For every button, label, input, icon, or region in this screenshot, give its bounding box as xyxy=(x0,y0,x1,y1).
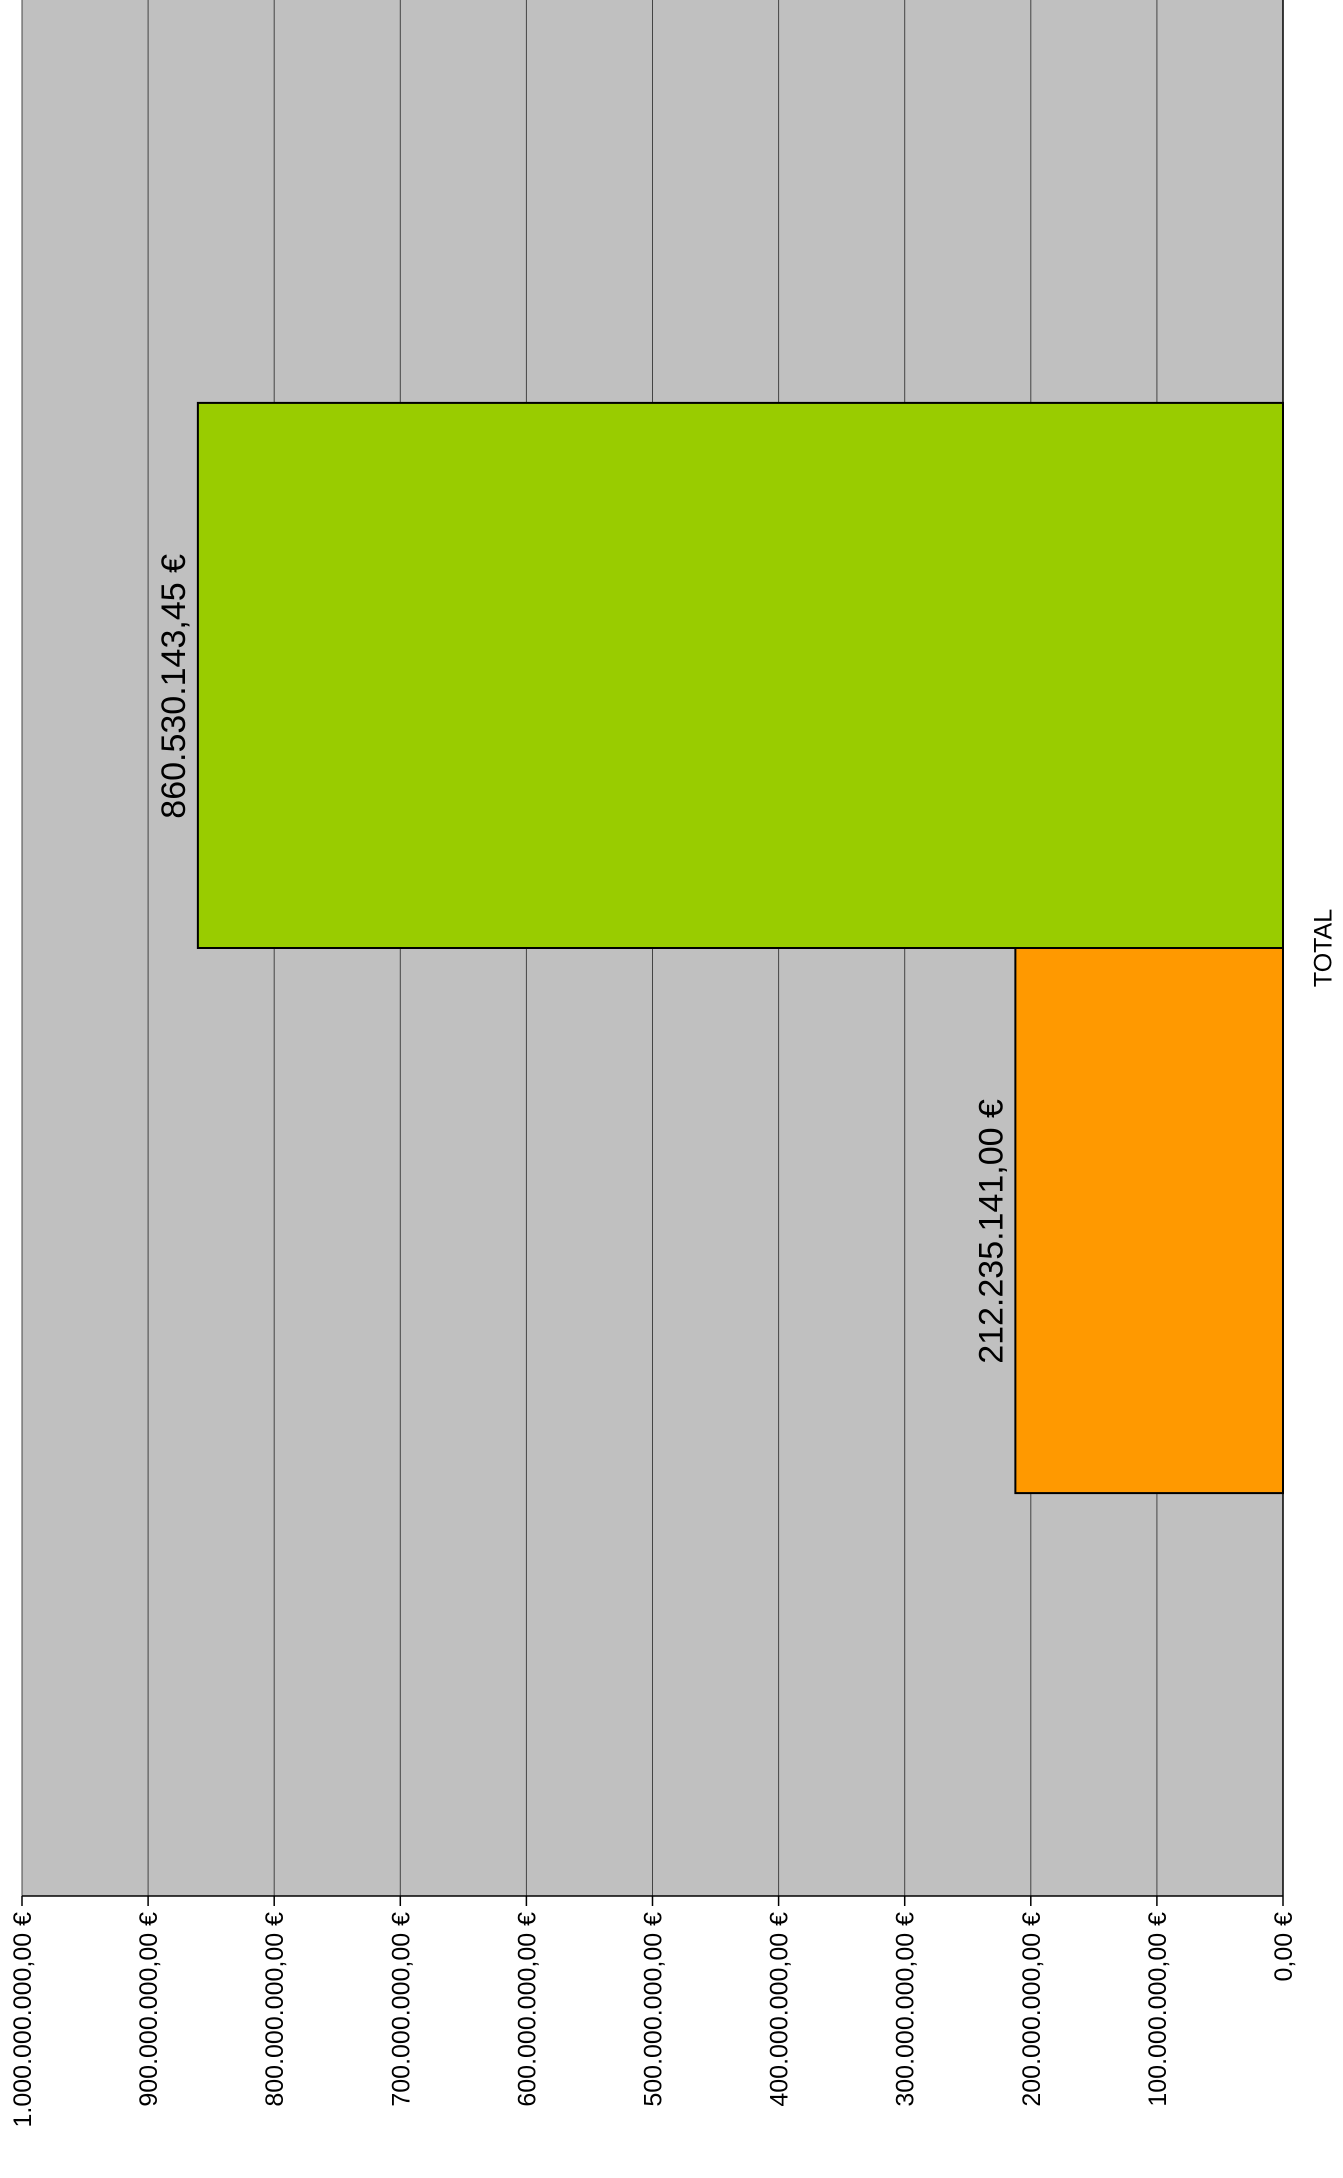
tick-label: 900.000.000,00 € xyxy=(135,1912,163,2107)
bars xyxy=(196,401,1285,1495)
tick-label: 100.000.000,00 € xyxy=(1144,1912,1172,2107)
value-axis-tick-labels: 0,00 € 100.000.000,00 € 200.000.000,00 € 30… xyxy=(9,1912,1298,2128)
tick-label: 700.000.000,00 € xyxy=(387,1912,415,2107)
value-axis-ticks xyxy=(21,1896,1284,1906)
tick-label: 400.000.000,00 € xyxy=(766,1912,794,2107)
bar-series-1 xyxy=(1014,947,1284,1495)
tick-label: 800.000.000,00 € xyxy=(261,1912,289,2107)
tick-label: 500.000.000,00 € xyxy=(640,1912,668,2107)
category-label-total: TOTAL xyxy=(1310,909,1338,987)
tick-label: 0,00 € xyxy=(1270,1912,1298,1982)
tick-label: 200.000.000,00 € xyxy=(1018,1912,1046,2107)
tick-label: 300.000.000,00 € xyxy=(892,1912,920,2107)
data-label-series-2: 860.530.143,45 € xyxy=(155,554,193,819)
data-labels: 212.235.141,00 € 860.530.143,45 € xyxy=(155,554,1010,1364)
tick-label: 1.000.000.000,00 € xyxy=(9,1912,37,2128)
tick-label: 600.000.000,00 € xyxy=(513,1912,541,2107)
bar-series-2 xyxy=(196,401,1285,949)
data-label-series-1: 212.235.141,00 € xyxy=(972,1099,1010,1364)
